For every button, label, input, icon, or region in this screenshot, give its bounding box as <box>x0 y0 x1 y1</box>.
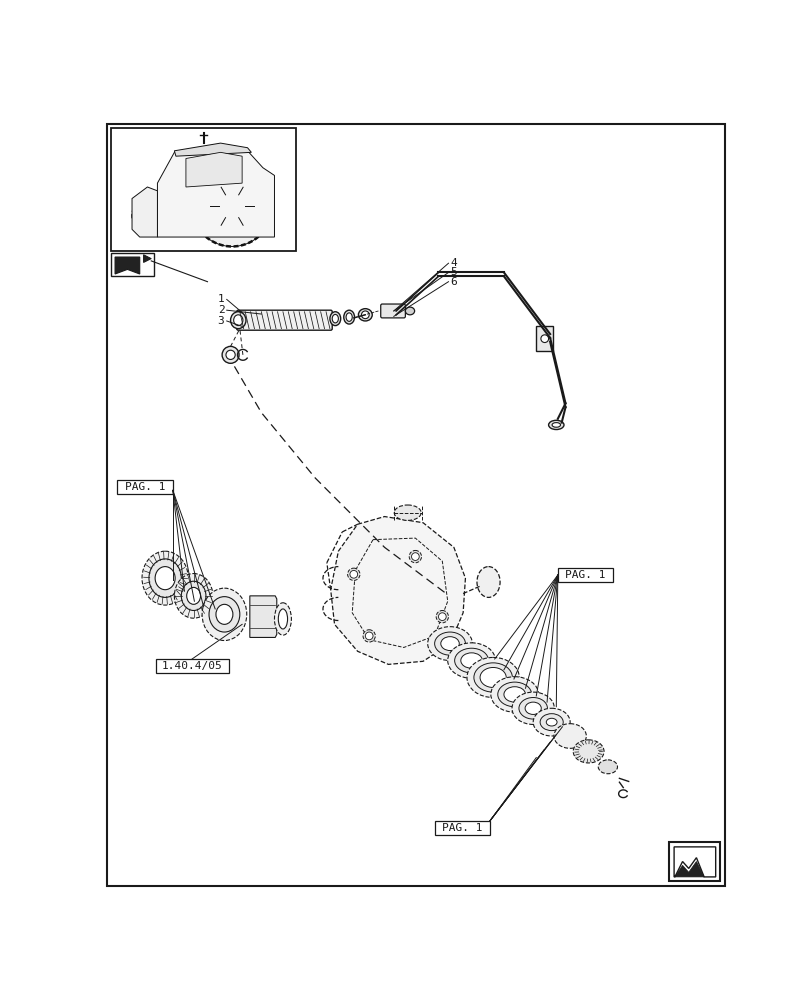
Bar <box>111 253 153 276</box>
Ellipse shape <box>504 687 525 702</box>
Text: 2: 2 <box>217 305 224 315</box>
Ellipse shape <box>518 698 547 719</box>
Ellipse shape <box>548 420 564 430</box>
Polygon shape <box>673 847 714 877</box>
FancyBboxPatch shape <box>237 310 332 330</box>
Ellipse shape <box>551 423 560 427</box>
Ellipse shape <box>454 648 488 673</box>
Ellipse shape <box>329 312 341 326</box>
Ellipse shape <box>598 760 616 774</box>
Circle shape <box>438 613 445 620</box>
Ellipse shape <box>358 309 371 321</box>
Ellipse shape <box>436 610 448 623</box>
Ellipse shape <box>278 609 287 629</box>
Bar <box>111 128 296 251</box>
Ellipse shape <box>142 551 188 605</box>
Text: PAG. 1: PAG. 1 <box>564 570 605 580</box>
Ellipse shape <box>405 307 414 315</box>
Ellipse shape <box>440 637 459 651</box>
Ellipse shape <box>230 312 246 329</box>
Ellipse shape <box>347 568 359 580</box>
Ellipse shape <box>393 505 421 520</box>
Ellipse shape <box>497 682 531 707</box>
Ellipse shape <box>409 550 421 563</box>
Ellipse shape <box>187 587 200 604</box>
Polygon shape <box>174 143 251 156</box>
Bar <box>668 842 719 881</box>
Bar <box>672 846 714 877</box>
Circle shape <box>144 207 161 224</box>
Polygon shape <box>144 255 151 262</box>
Text: 5: 5 <box>449 267 457 277</box>
Ellipse shape <box>512 692 554 724</box>
Ellipse shape <box>361 311 369 319</box>
FancyBboxPatch shape <box>380 304 405 318</box>
Polygon shape <box>250 596 277 637</box>
Polygon shape <box>674 862 703 877</box>
Ellipse shape <box>208 597 239 632</box>
Text: PAG. 1: PAG. 1 <box>441 823 482 833</box>
Bar <box>118 480 173 494</box>
Ellipse shape <box>490 677 538 712</box>
Text: 3: 3 <box>217 316 224 326</box>
Ellipse shape <box>274 603 291 635</box>
Ellipse shape <box>343 310 354 324</box>
Ellipse shape <box>434 632 465 655</box>
Bar <box>156 659 229 673</box>
Bar <box>535 326 552 351</box>
Text: 6: 6 <box>449 277 457 287</box>
Circle shape <box>219 193 245 219</box>
Ellipse shape <box>155 567 175 590</box>
Text: 1.40.4/05: 1.40.4/05 <box>161 661 222 671</box>
Ellipse shape <box>573 740 603 763</box>
Ellipse shape <box>225 350 235 359</box>
Ellipse shape <box>539 714 563 731</box>
Polygon shape <box>157 146 274 237</box>
Bar <box>557 568 612 582</box>
Ellipse shape <box>447 643 495 678</box>
Ellipse shape <box>234 315 242 326</box>
Polygon shape <box>115 257 139 274</box>
Ellipse shape <box>466 657 519 698</box>
Text: 4: 4 <box>449 258 457 268</box>
Ellipse shape <box>332 314 338 323</box>
Ellipse shape <box>181 581 206 610</box>
Polygon shape <box>330 517 465 664</box>
Ellipse shape <box>427 627 472 661</box>
Ellipse shape <box>553 724 586 748</box>
Ellipse shape <box>202 588 247 641</box>
Ellipse shape <box>546 718 556 726</box>
Text: PAG. 1: PAG. 1 <box>125 482 165 492</box>
Ellipse shape <box>525 702 541 714</box>
Ellipse shape <box>148 559 181 597</box>
Ellipse shape <box>476 567 500 597</box>
Bar <box>434 821 490 835</box>
Text: 1: 1 <box>217 294 224 304</box>
Ellipse shape <box>216 604 233 624</box>
Circle shape <box>132 195 173 236</box>
Circle shape <box>540 335 548 343</box>
Ellipse shape <box>363 630 375 642</box>
Circle shape <box>350 570 357 578</box>
Ellipse shape <box>474 663 512 692</box>
Circle shape <box>191 166 272 246</box>
Ellipse shape <box>222 346 238 363</box>
Ellipse shape <box>479 667 505 687</box>
Polygon shape <box>186 152 242 187</box>
Ellipse shape <box>533 708 569 736</box>
Circle shape <box>365 632 372 640</box>
Circle shape <box>411 553 418 560</box>
Polygon shape <box>132 187 157 237</box>
Ellipse shape <box>174 574 212 618</box>
Ellipse shape <box>345 313 352 321</box>
Ellipse shape <box>461 653 482 668</box>
